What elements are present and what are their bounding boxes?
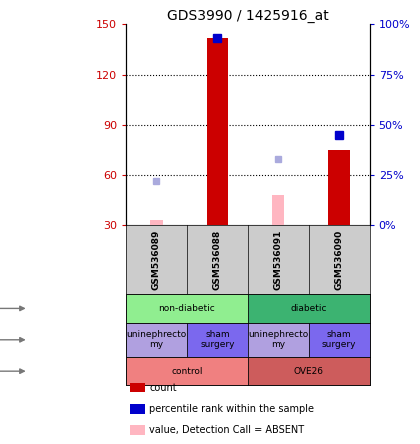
- Text: GSM536089: GSM536089: [152, 230, 161, 290]
- Bar: [248, 357, 370, 385]
- Bar: [187, 322, 248, 357]
- Text: GSM536088: GSM536088: [213, 230, 222, 290]
- Bar: [126, 294, 248, 322]
- Text: GSM536091: GSM536091: [274, 230, 283, 290]
- Text: sham
surgery: sham surgery: [322, 330, 357, 349]
- Bar: [309, 322, 370, 357]
- Text: sham
surgery: sham surgery: [200, 330, 235, 349]
- Text: value, Detection Call = ABSENT: value, Detection Call = ABSENT: [149, 425, 304, 435]
- Text: OVE26: OVE26: [294, 367, 324, 376]
- Bar: [328, 150, 350, 225]
- Text: uninephrecto
my: uninephrecto my: [248, 330, 308, 349]
- Text: count: count: [149, 383, 177, 392]
- Text: control: control: [171, 367, 202, 376]
- Bar: [126, 322, 187, 357]
- Bar: [207, 38, 228, 225]
- Text: uninephrecto
my: uninephrecto my: [126, 330, 186, 349]
- Bar: [248, 322, 309, 357]
- Text: percentile rank within the sample: percentile rank within the sample: [149, 404, 314, 414]
- Bar: [150, 220, 163, 225]
- Text: non-diabetic: non-diabetic: [158, 304, 215, 313]
- Bar: [272, 195, 284, 225]
- Title: GDS3990 / 1425916_at: GDS3990 / 1425916_at: [167, 9, 329, 24]
- Text: GSM536090: GSM536090: [335, 230, 344, 290]
- Bar: [248, 294, 370, 322]
- Text: diabetic: diabetic: [291, 304, 327, 313]
- Bar: [126, 357, 248, 385]
